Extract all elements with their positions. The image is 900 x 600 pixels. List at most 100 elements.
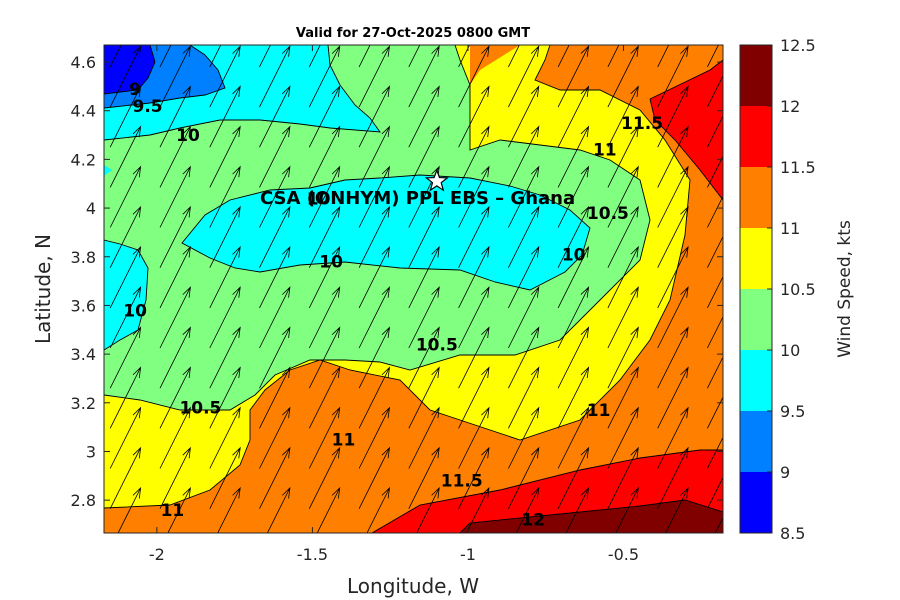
wind-arrow <box>658 0 688 27</box>
contour-line <box>104 45 226 109</box>
wind-arrow <box>259 366 291 429</box>
wind-arrow <box>657 45 670 68</box>
wind-arrow <box>607 446 639 509</box>
contour-label: 9 <box>129 80 141 100</box>
wind-arrow <box>508 45 540 108</box>
wind-arrow <box>557 125 590 188</box>
contour-line <box>104 45 651 411</box>
x-tick-label: -2 <box>149 545 165 564</box>
colorbar-tick-label: 11.5 <box>780 158 816 177</box>
colorbar-tick-label: 12.5 <box>780 36 816 55</box>
contour-band-9.5-10-west <box>104 240 148 350</box>
star-icon <box>424 168 449 192</box>
contour-line <box>104 45 156 95</box>
wind-arrow <box>358 85 391 148</box>
contour-line <box>459 499 723 533</box>
wind-arrow <box>458 205 490 268</box>
wind-arrow <box>109 45 142 108</box>
wind-arrow <box>707 0 738 27</box>
wind-arrow <box>508 245 540 309</box>
colorbar-swatch <box>740 106 772 167</box>
wind-arrow <box>159 366 191 429</box>
wind-arrow <box>110 0 140 27</box>
colorbar-tick-label: 12 <box>780 97 800 116</box>
wind-arrow <box>159 45 191 108</box>
wind-arrow <box>657 45 689 108</box>
contour-label: 11.5 <box>621 114 663 134</box>
contour-label: 10 <box>123 301 147 321</box>
contour-line <box>371 449 723 533</box>
wind-arrow <box>159 406 191 469</box>
wind-arrow <box>508 366 540 429</box>
contour-label: 9.5 <box>132 97 162 117</box>
wind-arrow <box>209 205 241 268</box>
wind-arrow <box>508 205 540 268</box>
wind-arrow <box>209 366 241 429</box>
wind-arrow <box>309 0 339 27</box>
wind-arrow <box>109 326 142 389</box>
contour-label: 12 <box>521 511 545 531</box>
colorbar-swatch <box>740 350 772 411</box>
wind-arrow <box>209 125 241 188</box>
y-axis-label: Latitude, N <box>31 234 55 344</box>
wind-arrow <box>607 85 639 148</box>
wind-arrow <box>308 245 341 309</box>
wind-arrow <box>358 406 391 469</box>
contour-label: 10.5 <box>416 335 458 355</box>
wind-arrow <box>358 205 391 268</box>
wind-arrow <box>508 165 540 228</box>
x-tick-label: -1 <box>460 545 476 564</box>
x-axis: -2 -1.5 -1 -0.5 <box>149 45 639 564</box>
wind-arrow <box>209 446 241 509</box>
wind-arrow <box>615 486 639 533</box>
x-tick-label: -1.5 <box>297 545 328 564</box>
wind-arrow <box>416 486 440 533</box>
wind-arrow <box>316 486 341 533</box>
wind-arrow <box>607 125 639 188</box>
wind-arrow <box>109 45 122 68</box>
wind-arrow <box>607 406 639 469</box>
wind-arrow <box>458 165 490 228</box>
wind-arrow <box>308 326 341 389</box>
wind-arrow <box>109 286 142 349</box>
wind-arrow <box>209 326 241 389</box>
contour-label: 11 <box>332 430 356 450</box>
contour-label: 11 <box>161 501 185 521</box>
colorbar-swatch <box>740 228 772 289</box>
wind-arrow <box>707 45 719 68</box>
wind-arrow <box>217 486 241 533</box>
wind-arrow <box>657 366 689 429</box>
colorbar-label: Wind Speed, kts <box>835 220 855 358</box>
wind-arrow <box>159 205 191 268</box>
wind-arrow <box>259 245 291 309</box>
y-axis: 2.8 3 3.2 3.4 3.6 3.8 4 4.2 4.4 4.6 <box>71 53 723 510</box>
y-tick-label: 3 <box>86 442 96 461</box>
wind-arrow <box>607 366 639 429</box>
x-axis-label: Longitude, W <box>347 574 479 598</box>
wind-arrow <box>557 406 590 469</box>
wind-arrow <box>109 245 142 309</box>
contour-label: 11 <box>593 141 617 161</box>
wind-arrow <box>458 45 490 108</box>
wind-arrow <box>209 45 241 108</box>
colorbar-swatch <box>740 472 772 533</box>
wind-arrow <box>366 486 391 533</box>
wind-arrow <box>557 85 590 148</box>
wind-arrow <box>557 326 590 389</box>
wind-arrow <box>259 165 291 228</box>
wind-arrow <box>657 406 689 469</box>
wind-arrow <box>259 45 291 108</box>
wind-arrow <box>308 286 341 349</box>
wind-arrow <box>259 406 291 469</box>
contour-label: 10 <box>319 253 343 273</box>
wind-arrow <box>607 286 639 349</box>
wind-arrow <box>159 286 191 349</box>
wind-arrow <box>209 286 241 349</box>
y-tick-label: 3.4 <box>71 345 96 364</box>
wind-arrow <box>259 85 291 148</box>
wind-arrow <box>408 205 440 268</box>
wind-arrow <box>657 446 689 509</box>
wind-arrow <box>358 366 391 429</box>
